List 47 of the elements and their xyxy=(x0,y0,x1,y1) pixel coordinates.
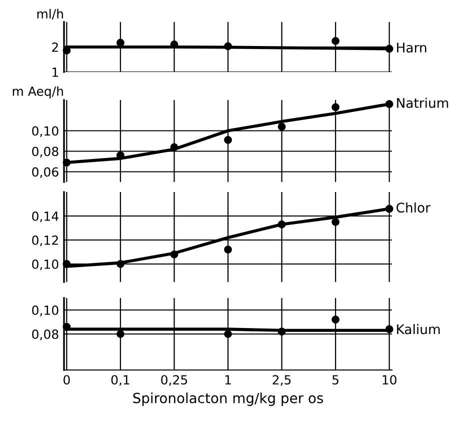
point xyxy=(224,136,232,144)
x-tick-label: 2,5 xyxy=(272,375,291,386)
point xyxy=(224,246,232,254)
point xyxy=(332,37,340,45)
y-tick-label: 0,08 xyxy=(32,146,58,158)
y-axis-title: ml/h xyxy=(37,8,63,20)
point xyxy=(224,42,232,50)
point xyxy=(62,260,71,268)
x-tick-label: 10 xyxy=(382,375,396,385)
y-tick-label: 0,10 xyxy=(32,305,58,316)
point xyxy=(116,330,124,338)
y-tick-label: 0,08 xyxy=(32,329,58,340)
point xyxy=(62,158,71,166)
y-axis-title: m Aeq/h xyxy=(12,86,63,98)
series-label: Natrium xyxy=(397,98,448,108)
point xyxy=(224,330,232,338)
y-tick-label: 0,14 xyxy=(32,211,58,222)
point xyxy=(62,322,71,331)
point xyxy=(170,250,178,258)
point xyxy=(116,260,124,268)
point xyxy=(385,100,394,108)
x-tick-label: 0 xyxy=(64,375,70,385)
point xyxy=(332,316,340,324)
y-tick-label: 0,06 xyxy=(32,167,58,178)
point xyxy=(170,143,178,152)
point xyxy=(62,46,71,54)
point xyxy=(385,204,394,213)
point xyxy=(385,325,394,334)
point xyxy=(385,44,394,53)
point xyxy=(332,103,340,112)
x-tick-label: 5 xyxy=(332,375,338,385)
point xyxy=(332,218,340,226)
series-label: Chlor xyxy=(396,202,430,213)
x-tick-label: 0,25 xyxy=(161,375,188,386)
x-tick-label: 1 xyxy=(225,375,231,384)
point xyxy=(278,122,286,131)
y-tick-label: 0,12 xyxy=(32,235,58,246)
point xyxy=(278,220,286,228)
series-label: Harn xyxy=(397,42,426,53)
y-tick-label: 0,10 xyxy=(32,259,58,270)
point xyxy=(278,328,286,336)
x-tick-label: 0,1 xyxy=(111,375,130,386)
x-axis-title: Spironolacton mg/kg per os xyxy=(133,392,324,406)
y-tick-label: 1 xyxy=(52,68,58,77)
y-tick-label: 0,10 xyxy=(32,126,58,137)
y-tick-label: 2 xyxy=(52,42,58,52)
series-label: Kalium xyxy=(397,324,440,334)
